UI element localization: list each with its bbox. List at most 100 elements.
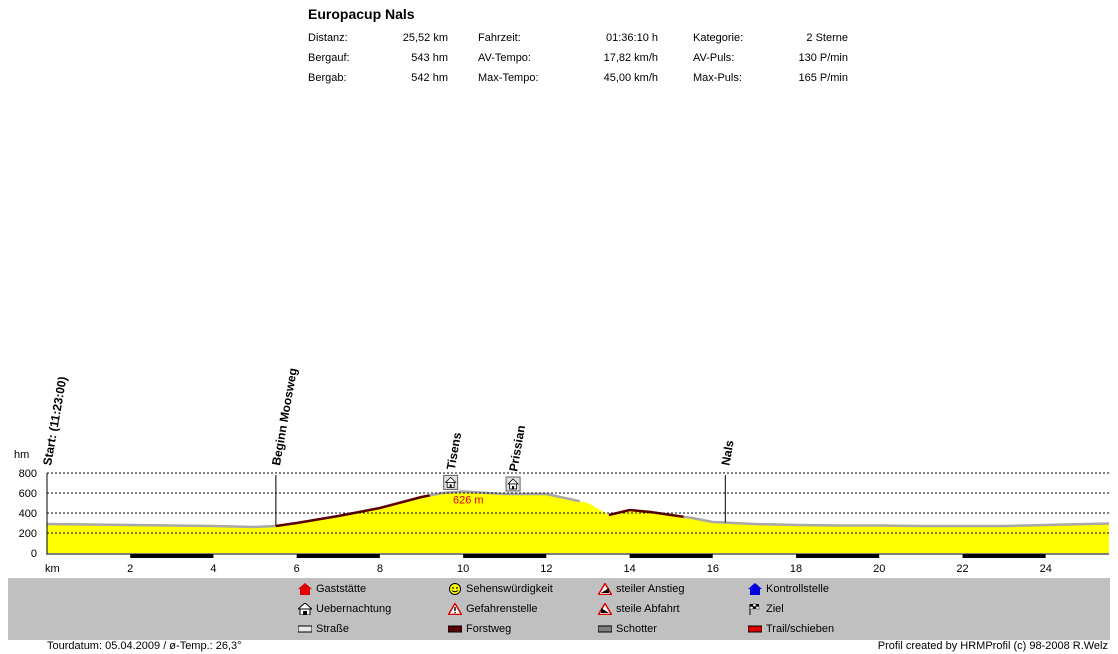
marker-label: Prissian — [506, 424, 528, 472]
stat-label: Kategorie: — [693, 32, 744, 44]
strasse-icon — [298, 625, 312, 633]
legend-label: Schotter — [616, 623, 657, 635]
ziel-icon — [749, 603, 760, 615]
x-scale-bar — [213, 554, 297, 558]
stat-label: AV-Tempo: — [478, 52, 531, 64]
stat-label: Bergab: — [308, 72, 347, 84]
x-tick-label: 4 — [210, 563, 216, 575]
stat-value: 165 P/min — [798, 72, 848, 84]
stat-max-puls: Max-Puls: 165 P/min — [693, 71, 848, 91]
x-tick-label: 20 — [873, 563, 885, 575]
legend-label: Ziel — [766, 603, 784, 615]
schotter-icon — [598, 625, 612, 633]
x-scale-bar — [1045, 554, 1109, 558]
x-axis-label: km — [45, 563, 60, 575]
stat-bergauf: Bergauf: 543 hm — [308, 51, 448, 71]
elevation-area — [47, 491, 1109, 553]
icon-door — [512, 486, 515, 489]
kontrollstelle-icon — [748, 583, 762, 595]
steile-abfahrt-icon — [598, 603, 612, 615]
x-scale-bar — [47, 554, 131, 558]
legend-label: Sehenswürdigkeit — [466, 583, 553, 595]
icon-door — [449, 484, 452, 488]
stat-kategorie: Kategorie: 2 Sterne — [693, 31, 848, 51]
legend-label: Straße — [316, 623, 350, 635]
stat-value: 25,52 km — [402, 32, 448, 44]
uebernachtung-icon — [505, 476, 521, 492]
stat-bergab: Bergab: 542 hm — [308, 71, 448, 91]
page-title: Europacup Nals — [308, 6, 415, 22]
profile-line-segment — [275, 494, 431, 528]
stat-value: 543 hm — [411, 52, 448, 64]
x-scale-bar — [879, 554, 963, 558]
x-scale-bar — [296, 554, 380, 558]
stat-label: Max-Tempo: — [478, 72, 539, 84]
legend-label: Trail/schieben — [766, 623, 835, 635]
stat-max-tempo: Max-Tempo: 45,00 km/h — [478, 71, 658, 91]
x-tick-label: 2 — [127, 563, 133, 575]
stat-value: 17,82 km/h — [603, 52, 658, 64]
legend-label: Gaststätte — [316, 583, 367, 595]
x-tick-label: 12 — [540, 563, 552, 575]
uebernachtung-icon — [443, 474, 459, 490]
legend-label: Uebernachtung — [316, 603, 392, 615]
profile-line-segment — [608, 508, 684, 519]
steiler-anstieg-icon — [598, 583, 612, 595]
y-tick-label: 600 — [19, 488, 37, 500]
stat-value: 2 Sterne — [806, 32, 848, 44]
x-scale-bar — [546, 554, 630, 558]
x-tick-label: 6 — [294, 563, 300, 575]
stat-value: 542 hm — [411, 72, 448, 84]
x-tick-label: 10 — [457, 563, 469, 575]
stat-distanz: Distanz: 25,52 km — [308, 31, 448, 51]
x-scale-bar — [629, 554, 713, 558]
gefahrenstelle-icon — [448, 603, 462, 615]
y-tick-label: 400 — [19, 508, 37, 520]
max-elevation-label: 626 m — [453, 494, 484, 506]
x-scale-bar — [379, 554, 464, 558]
y-tick-label: 200 — [19, 528, 37, 540]
x-scale-bar — [130, 554, 214, 558]
y-axis-label: hm — [14, 449, 29, 461]
legend-label: Forstweg — [466, 623, 512, 635]
stat-label: Fahrzeit: — [478, 32, 521, 44]
marker-label: Beginn Moosweg — [269, 367, 300, 467]
legend-label: steile Abfahrt — [616, 603, 680, 615]
stats-column-1: Distanz: 25,52 km Bergauf: 543 hm Bergab: 5… — [308, 31, 448, 91]
stat-label: Distanz: — [308, 32, 348, 44]
legend-label: steiler Anstieg — [616, 583, 685, 595]
x-tick-label: 14 — [623, 563, 635, 575]
stat-fahrzeit: Fahrzeit: 01:36:10 h — [478, 31, 658, 51]
stat-value: 45,00 km/h — [603, 72, 658, 84]
legend: Gaststätte Uebernachtung Straße Sehenswü… — [8, 578, 1110, 640]
y-tick-label: 0 — [31, 548, 37, 560]
marker-label: Nals — [718, 439, 736, 467]
marker-label: Tisens — [444, 431, 464, 471]
x-tick-label: 8 — [377, 563, 383, 575]
trail-icon — [748, 625, 762, 633]
tour-info: Tourdatum: 05.04.2009 / ø-Temp.: 26,3° — [47, 640, 242, 652]
forstweg-icon — [448, 625, 462, 633]
x-scale-bar — [463, 554, 547, 558]
stat-av-puls: AV-Puls: 130 P/min — [693, 51, 848, 71]
x-tick-label: 18 — [790, 563, 802, 575]
credits: Profil created by HRMProfil (c) 98-2008 … — [877, 640, 1108, 652]
x-tick-label: 22 — [956, 563, 968, 575]
profile-line-segment — [46, 522, 276, 529]
stats-column-2: Fahrzeit: 01:36:10 h AV-Tempo: 17,82 km/h … — [478, 31, 658, 91]
stat-av-tempo: AV-Tempo: 17,82 km/h — [478, 51, 658, 71]
gaststaette-icon — [298, 583, 312, 595]
x-scale-bar — [962, 554, 1046, 558]
stat-value: 130 P/min — [798, 52, 848, 64]
marker-label: Start: (11:23:00) — [40, 375, 69, 466]
sehenswuerdigkeit-icon — [449, 583, 461, 595]
x-scale-bar — [712, 554, 797, 558]
x-tick-label: 24 — [1040, 563, 1052, 575]
stat-value: 01:36:10 h — [606, 32, 658, 44]
stat-label: AV-Puls: — [693, 52, 735, 64]
profile-line-segment — [683, 515, 1110, 528]
legend-label: Kontrollstelle — [766, 583, 829, 595]
legend-label: Gefahrenstelle — [466, 603, 538, 615]
x-tick-label: 16 — [707, 563, 719, 575]
stat-label: Bergauf: — [308, 52, 350, 64]
